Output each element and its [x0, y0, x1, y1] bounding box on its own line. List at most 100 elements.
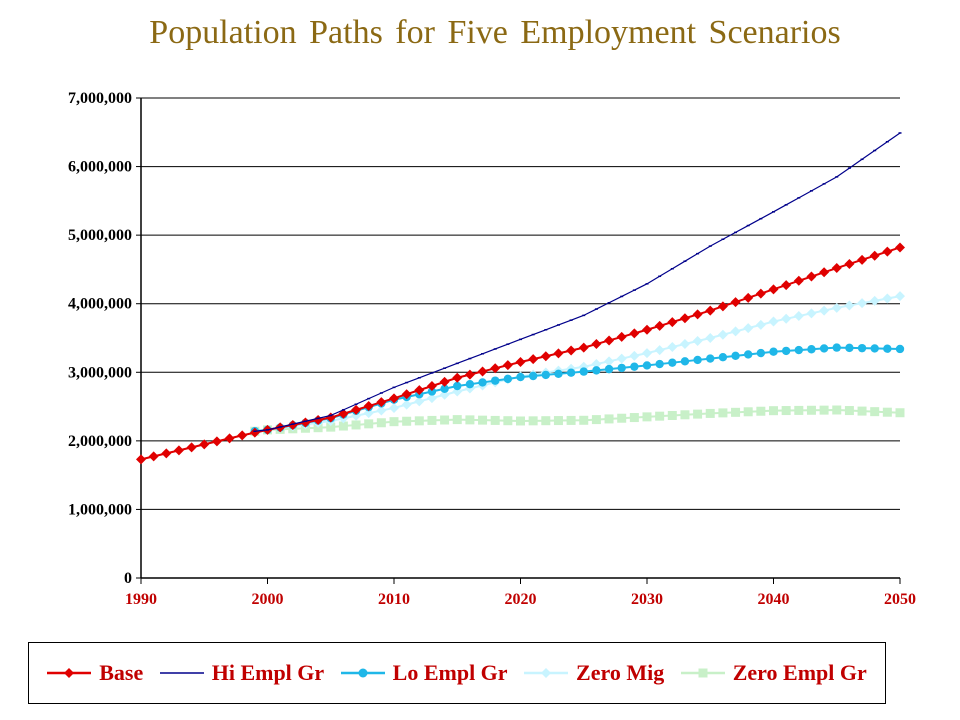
- data-point-zero-mig: [629, 350, 640, 361]
- data-point-zero-empl-gr: [351, 420, 361, 430]
- data-point-base: [578, 342, 589, 353]
- data-point-lo-empl-gr: [857, 343, 867, 353]
- chart-legend: Base Hi Empl Gr Lo Empl Gr Zero Mig Zero Emp…: [28, 642, 886, 704]
- data-point-base: [490, 363, 501, 374]
- data-point-zero-empl-gr: [402, 416, 412, 426]
- legend-item-hi-empl-gr: Hi Empl Gr: [159, 660, 325, 686]
- data-point-zero-mig: [667, 342, 678, 353]
- chart-plot: 0 1,000,000 2,000,000 3,000,000 4,000,000 5,0…: [68, 90, 916, 608]
- legend-swatch-zero-empl-gr: [680, 668, 725, 678]
- data-point-base: [515, 357, 526, 367]
- data-point-base: [376, 397, 387, 408]
- data-point-base: [730, 297, 741, 308]
- data-point-base: [452, 372, 463, 383]
- data-point-zero-empl-gr: [642, 412, 652, 422]
- legend-item-base: Base: [47, 660, 143, 686]
- data-point-base: [604, 335, 615, 346]
- legend-swatch-base: [47, 668, 92, 678]
- data-point-zero-mig: [717, 329, 728, 340]
- data-point-zero-mig: [831, 302, 842, 313]
- data-point-zero-empl-gr: [604, 414, 614, 424]
- legend-label-zero-mig: Zero Mig: [576, 660, 665, 685]
- x-tick-label: 2050: [884, 591, 916, 608]
- data-point-lo-empl-gr: [883, 344, 892, 353]
- data-point-base: [351, 404, 362, 415]
- data-point-base: [426, 381, 437, 391]
- data-point-lo-empl-gr: [706, 354, 715, 363]
- data-point-zero-empl-gr: [844, 406, 854, 416]
- legend-label-base: Base: [99, 660, 144, 685]
- data-point-base: [173, 445, 184, 456]
- data-point-zero-empl-gr: [655, 411, 665, 421]
- series-line-zero-mig: [254, 295, 901, 433]
- data-point-zero-empl-gr: [465, 415, 475, 425]
- data-point-base: [869, 250, 880, 261]
- data-point-zero-empl-gr: [832, 405, 842, 415]
- data-point-zero-empl-gr: [667, 410, 677, 420]
- data-point-base: [325, 412, 336, 423]
- data-point-base: [300, 417, 311, 428]
- data-point-lo-empl-gr: [731, 351, 740, 361]
- data-point-base: [161, 448, 172, 459]
- data-point-base: [414, 385, 425, 396]
- series-line-zero-empl-gr: [254, 408, 901, 433]
- data-point-base: [439, 376, 450, 387]
- data-point-zero-empl-gr: [389, 417, 399, 427]
- data-point-zero-empl-gr: [895, 408, 905, 418]
- legend-item-lo-empl-gr: Lo Empl Gr: [340, 660, 508, 686]
- data-point-zero-empl-gr: [769, 406, 778, 416]
- data-point-zero-empl-gr: [503, 416, 513, 426]
- data-point-zero-empl-gr: [870, 407, 880, 417]
- legend-label-lo-empl-gr: Lo Empl Gr: [392, 660, 508, 685]
- data-point-base: [642, 324, 652, 335]
- data-point-lo-empl-gr: [718, 353, 728, 362]
- x-tick-label: 2000: [252, 591, 284, 608]
- legend-label-hi-empl-gr: Hi Empl Gr: [211, 660, 325, 685]
- data-point-base: [148, 451, 159, 462]
- data-point-base: [237, 430, 248, 441]
- data-point-lo-empl-gr: [566, 368, 576, 377]
- data-point-zero-empl-gr: [794, 405, 804, 415]
- x-tick-label: 2020: [505, 591, 537, 608]
- data-point-zero-mig: [793, 311, 804, 322]
- data-point-zero-empl-gr: [629, 413, 639, 423]
- data-point-zero-mig: [616, 353, 627, 364]
- data-point-base: [692, 309, 703, 320]
- data-point-base: [781, 280, 792, 291]
- data-point-zero-mig: [679, 339, 690, 350]
- data-point-base: [528, 354, 539, 365]
- data-point-zero-empl-gr: [376, 418, 386, 428]
- series-line-lo-empl-gr: [254, 346, 901, 433]
- data-point-lo-empl-gr: [781, 346, 791, 356]
- data-point-lo-empl-gr: [693, 355, 702, 365]
- data-point-lo-empl-gr: [541, 370, 550, 380]
- data-point-base: [717, 301, 728, 312]
- data-point-base: [464, 369, 475, 380]
- data-point-lo-empl-gr: [769, 347, 778, 356]
- data-point-zero-mig: [819, 305, 830, 316]
- data-point-zero-empl-gr: [882, 407, 892, 417]
- data-point-zero-empl-gr: [693, 409, 703, 419]
- data-point-zero-mig: [604, 356, 615, 367]
- data-point-lo-empl-gr: [592, 366, 601, 375]
- legend-label-zero-empl-gr: Zero Empl Gr: [732, 660, 867, 685]
- data-point-lo-empl-gr: [427, 387, 437, 396]
- data-point-base: [844, 258, 855, 269]
- data-point-base: [502, 360, 513, 371]
- data-point-lo-empl-gr: [845, 343, 854, 353]
- data-point-zero-empl-gr: [414, 416, 424, 426]
- data-point-lo-empl-gr: [642, 361, 652, 370]
- data-point-zero-empl-gr: [553, 416, 563, 426]
- data-point-zero-empl-gr: [718, 408, 728, 418]
- data-point-lo-empl-gr: [453, 381, 462, 391]
- data-point-base: [224, 433, 235, 444]
- data-point-base: [591, 339, 602, 350]
- x-tick-label: 2030: [631, 591, 663, 608]
- data-point-zero-empl-gr: [806, 405, 816, 415]
- data-point-zero-mig: [401, 399, 412, 410]
- data-point-lo-empl-gr: [478, 378, 487, 387]
- data-point-base: [199, 439, 210, 450]
- x-tick-label: 1990: [125, 591, 157, 608]
- data-point-base: [743, 292, 754, 303]
- data-point-lo-empl-gr: [819, 344, 829, 353]
